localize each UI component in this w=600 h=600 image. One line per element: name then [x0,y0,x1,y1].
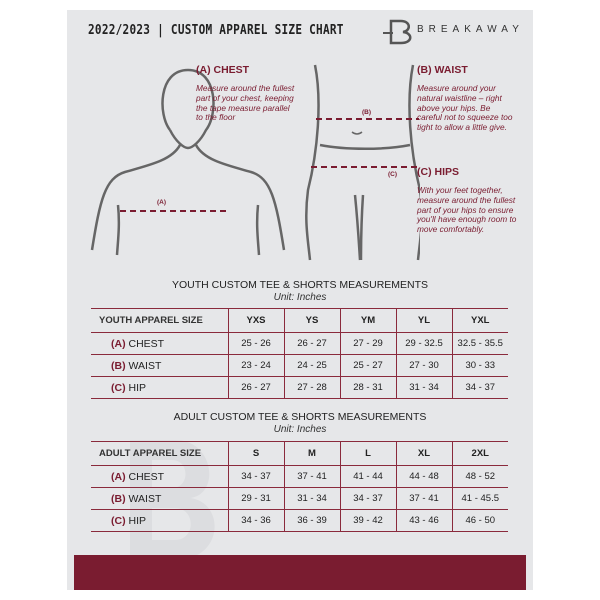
cell: 34 - 37 [227,465,284,488]
youth-unit: Unit: Inches [273,292,327,303]
cell: 43 - 46 [395,509,452,532]
cell: 34 - 37 [339,487,396,510]
adult-table-title: ADULT CUSTOM TEE & SHORTS MEASUREMENTS [173,411,427,423]
size-header: S [227,441,284,466]
size-header: XL [395,441,452,466]
table-header-row: YOUTH APPAREL SIZE YXS YS YM YL YXL [91,308,508,333]
size-header: YXL [451,308,508,333]
cell: 41 - 44 [339,465,396,488]
adult-size-table: ADULT APPAREL SIZE S M L XL 2XL (A) CHES… [91,441,508,532]
size-header: 2XL [451,441,508,466]
row-label: (B) WAIST [91,487,228,510]
waist-heading: (B) WAIST [417,64,468,76]
cell: 27 - 30 [395,354,452,377]
cell: 48 - 52 [451,465,508,488]
cell: 27 - 28 [283,376,340,399]
size-header: M [283,441,340,466]
table-row: (A) CHEST 34 - 37 37 - 41 41 - 44 44 - 48 48 … [91,465,508,488]
brand-name: BREAKAWAY [417,24,524,35]
cell: 36 - 39 [283,509,340,532]
cell: 25 - 26 [227,332,284,355]
body-silhouettes [90,64,420,261]
waist-description: Measure around your natural waistline – … [417,83,513,133]
cell: 34 - 36 [227,509,284,532]
cell: 29 - 32.5 [395,332,452,355]
cell: 27 - 29 [339,332,396,355]
waist-marker: (B) [362,109,372,116]
row-label: (B) WAIST [91,354,228,377]
cell: 31 - 34 [283,487,340,510]
chest-heading: (A) CHEST [196,64,250,76]
footer-bar [74,555,526,590]
cell: 39 - 42 [339,509,396,532]
table-row: (B) WAIST 29 - 31 31 - 34 34 - 37 37 - 41 41 … [91,487,508,510]
cell: 31 - 34 [395,376,452,399]
cell: 25 - 27 [339,354,396,377]
row-label: (C) HIP [91,376,228,399]
hips-marker: (C) [388,171,398,178]
cell: 44 - 48 [395,465,452,488]
hips-description: With your feet together, measure around … [417,185,517,235]
header-label: YOUTH APPAREL SIZE [91,308,228,333]
size-header: YS [283,308,340,333]
cell: 46 - 50 [451,509,508,532]
adult-unit: Unit: Inches [273,424,327,435]
chest-description: Measure around the fullest part of your … [196,83,295,123]
size-header: L [339,441,396,466]
table-row: (C) HIP 26 - 27 27 - 28 28 - 31 31 - 34 34 - … [91,376,508,399]
cell: 29 - 31 [227,487,284,510]
page-title: 2022/2023 | CUSTOM APPAREL SIZE CHART [88,22,344,38]
cell: 30 - 33 [451,354,508,377]
size-header: YM [339,308,396,333]
cell: 32.5 - 35.5 [451,332,508,355]
breakaway-logo-icon [383,19,412,45]
size-header: YXS [227,308,284,333]
row-label: (A) CHEST [91,332,228,355]
cell: 41 - 45.5 [451,487,508,510]
cell: 28 - 31 [339,376,396,399]
table-header-row: ADULT APPAREL SIZE S M L XL 2XL [91,441,508,466]
header-label: ADULT APPAREL SIZE [91,441,228,466]
youth-size-table: YOUTH APPAREL SIZE YXS YS YM YL YXL (A) … [91,308,508,399]
row-label: (A) CHEST [91,465,228,488]
cell: 24 - 25 [283,354,340,377]
chest-marker: (A) [157,199,167,206]
row-label: (C) HIP [91,509,228,532]
cell: 34 - 37 [451,376,508,399]
table-row: (B) WAIST 23 - 24 24 - 25 25 - 27 27 - 30 30 … [91,354,508,377]
hips-heading: (C) HIPS [417,166,459,178]
cell: 26 - 27 [227,376,284,399]
table-row: (A) CHEST 25 - 26 26 - 27 27 - 29 29 - 32.5 3… [91,332,508,355]
table-row: (C) HIP 34 - 36 36 - 39 39 - 42 43 - 46 46 - … [91,509,508,532]
cell: 37 - 41 [395,487,452,510]
size-header: YL [395,308,452,333]
youth-table-title: YOUTH CUSTOM TEE & SHORTS MEASUREMENTS [171,279,429,291]
cell: 26 - 27 [283,332,340,355]
cell: 37 - 41 [283,465,340,488]
cell: 23 - 24 [227,354,284,377]
